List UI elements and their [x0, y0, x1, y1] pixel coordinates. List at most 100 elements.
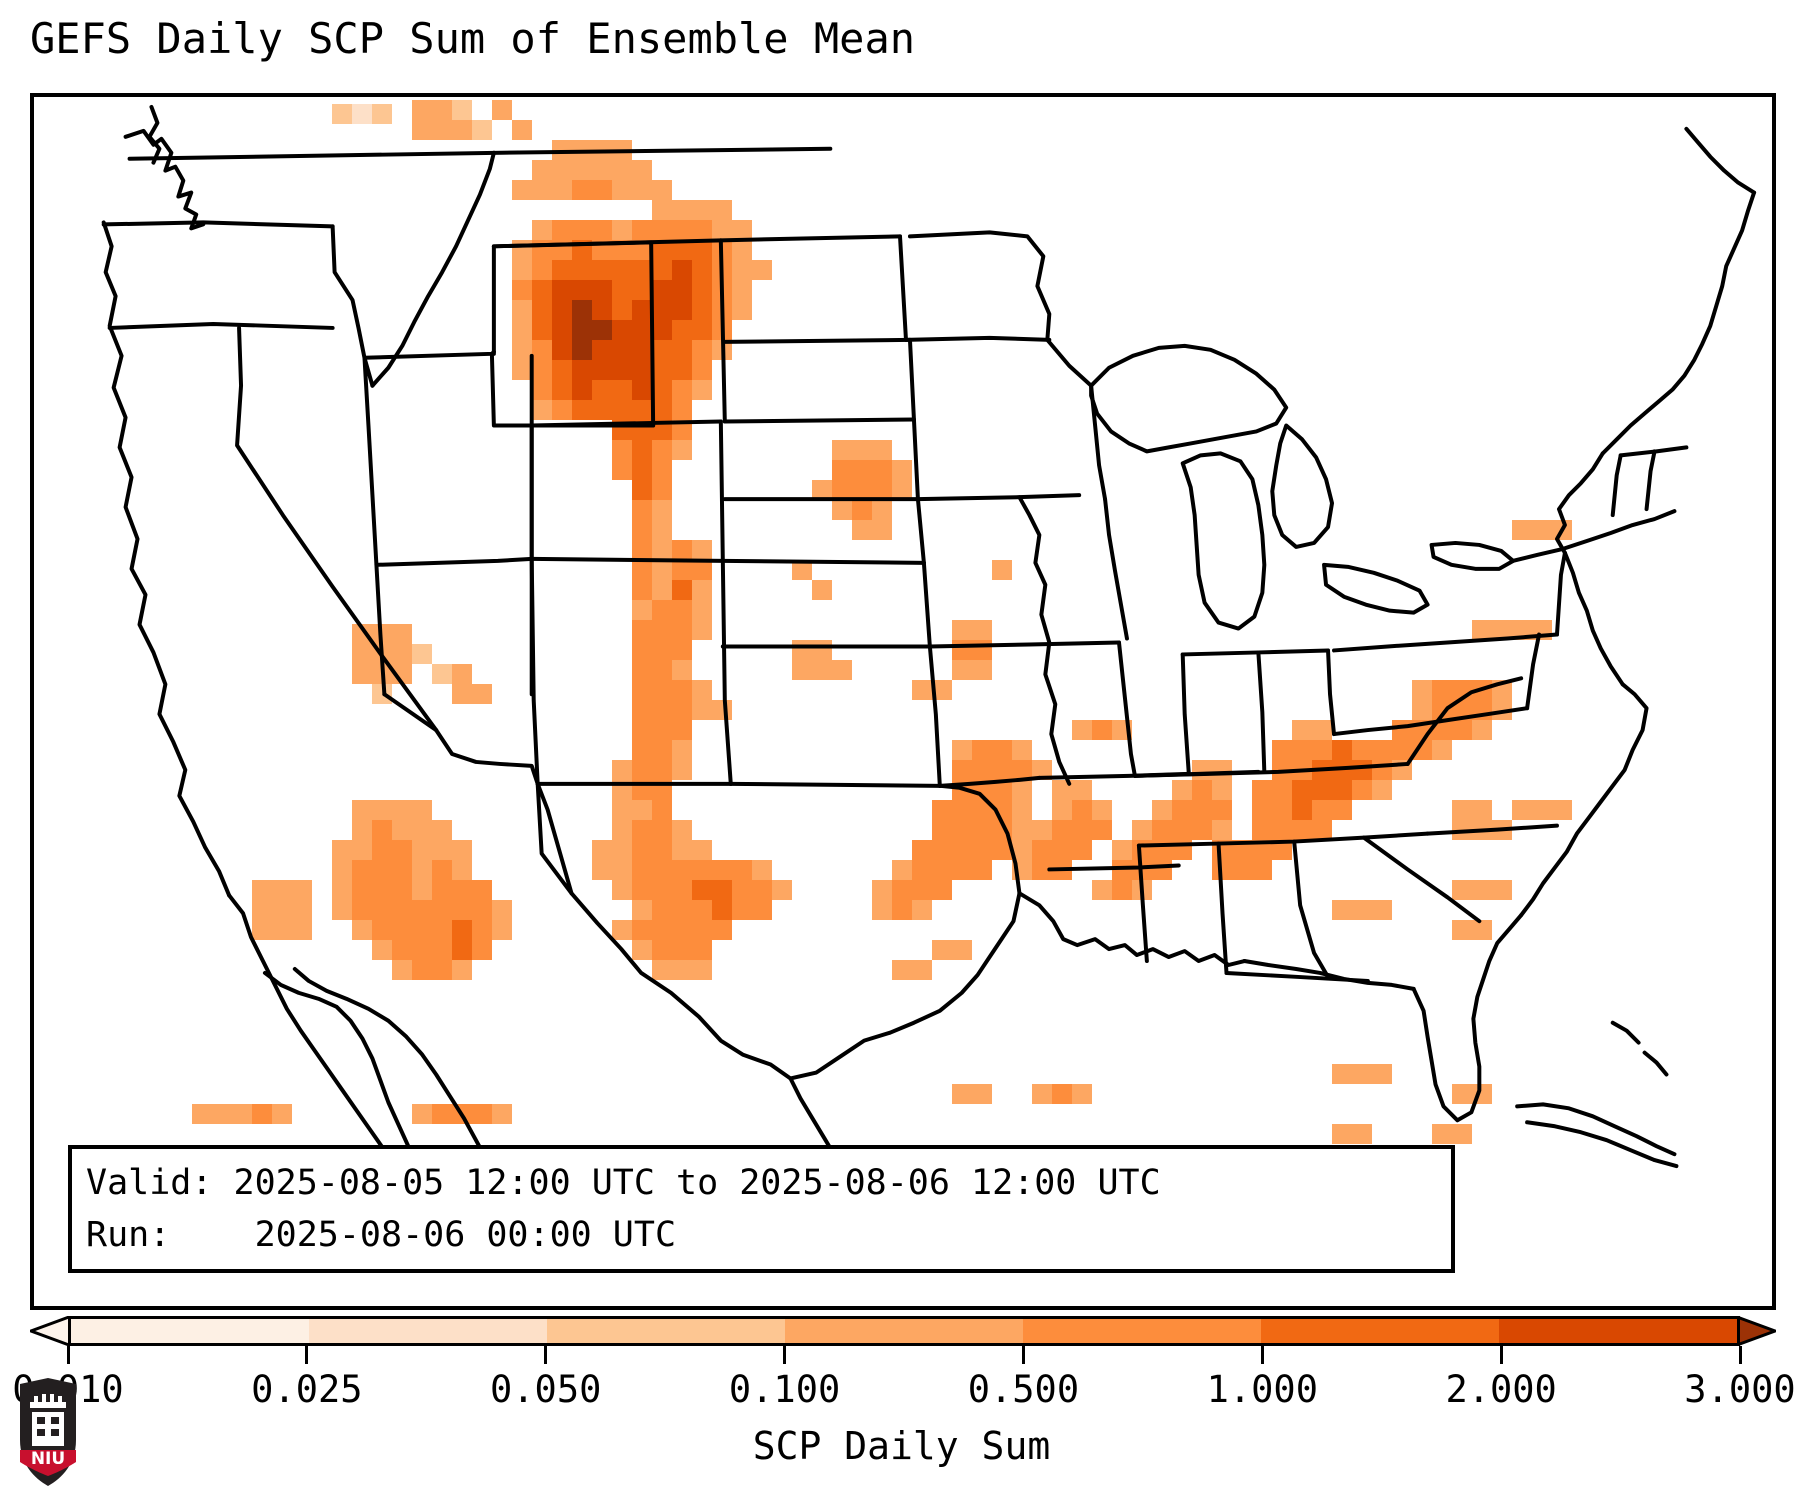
scp-grid-cell: [1432, 740, 1452, 760]
scp-grid-cell: [592, 240, 612, 260]
scp-grid-cell: [632, 720, 652, 740]
scp-grid-cell: [632, 620, 652, 640]
scp-grid-cell: [572, 180, 592, 200]
colorbar-segment-6: [1499, 1319, 1737, 1343]
scp-grid-cell: [272, 1104, 292, 1124]
scp-grid-cell: [652, 220, 672, 240]
scp-grid-cell: [332, 104, 352, 124]
scp-grid-cell: [452, 940, 472, 960]
scp-grid-cell: [692, 240, 712, 260]
scp-grid-cell: [532, 260, 552, 280]
scp-grid-cell: [732, 220, 752, 240]
scp-grid-cell: [532, 400, 552, 420]
scp-grid-cell: [372, 104, 392, 124]
scp-grid-cell: [832, 500, 852, 520]
scp-grid-cell: [632, 280, 652, 300]
scp-grid-cell: [252, 1104, 272, 1124]
scp-grid-cell: [612, 820, 632, 840]
scp-grid-cell: [1452, 800, 1472, 820]
scp-grid-cell: [612, 300, 632, 320]
scp-grid-cell: [732, 880, 752, 900]
scp-grid-cell: [832, 660, 852, 680]
scp-grid-cell: [672, 280, 692, 300]
scp-grid-cell: [1252, 860, 1272, 880]
scp-grid-cell: [692, 880, 712, 900]
scp-grid-cell: [372, 920, 392, 940]
scp-grid-cell: [992, 800, 1012, 820]
scp-grid-cell: [392, 644, 412, 664]
scp-grid-cell: [692, 960, 712, 980]
scp-grid-cell: [612, 400, 632, 420]
scp-grid-cell: [712, 300, 732, 320]
scp-grid-cell: [392, 940, 412, 960]
scp-grid-cell: [1292, 800, 1312, 820]
scp-grid-cell: [992, 760, 1012, 780]
scp-grid-cell: [512, 240, 532, 260]
scp-grid-cell: [692, 600, 712, 620]
scp-grid-cell: [1352, 1124, 1372, 1144]
scp-grid-cell: [1112, 860, 1132, 880]
scp-grid-cell: [672, 680, 692, 700]
scp-grid-cell: [1032, 860, 1052, 880]
info-box: Valid: 2025-08-05 12:00 UTC to 2025-08-0…: [68, 1145, 1455, 1273]
scp-grid-cell: [1312, 800, 1332, 820]
scp-grid-cell: [972, 800, 992, 820]
scp-grid-cell: [1012, 780, 1032, 800]
scp-grid-cell: [1412, 680, 1432, 700]
scp-grid-cell: [672, 860, 692, 880]
scp-grid-cell: [1532, 800, 1552, 820]
scp-grid-cell: [332, 880, 352, 900]
scp-grid-cell: [1072, 840, 1092, 860]
niu-logo: NIU: [20, 1378, 76, 1486]
scp-grid-cell: [632, 640, 652, 660]
scp-grid-cell: [772, 880, 792, 900]
scp-grid-cell: [672, 740, 692, 760]
scp-grid-cell: [1292, 780, 1312, 800]
scp-grid-cell: [672, 920, 692, 940]
scp-grid-cell: [672, 700, 692, 720]
valid-time-text: Valid: 2025-08-05 12:00 UTC to 2025-08-0…: [86, 1163, 1161, 1203]
scp-grid-cell: [432, 120, 452, 140]
scp-grid-cell: [712, 900, 732, 920]
scp-grid-cell: [652, 780, 672, 800]
scp-grid-cell: [1532, 520, 1552, 540]
scp-grid-cell: [552, 400, 572, 420]
scp-grid-cell: [952, 800, 972, 820]
scp-grid-cell: [1072, 780, 1092, 800]
scp-grid-cell: [1172, 800, 1192, 820]
scp-grid-cell: [672, 660, 692, 680]
scp-grid-cell: [372, 644, 392, 664]
scp-grid-cell: [612, 780, 632, 800]
scp-grid-cell: [1012, 740, 1032, 760]
scp-grid-cell: [912, 900, 932, 920]
scp-grid-cell: [1312, 720, 1332, 740]
scp-grid-cell: [692, 300, 712, 320]
scp-grid-cell: [672, 880, 692, 900]
scp-grid-cell: [632, 320, 652, 340]
scp-grid-cell: [412, 860, 432, 880]
scp-grid-cell: [332, 860, 352, 880]
scp-grid-cell: [1012, 760, 1032, 780]
scp-grid-cell: [692, 860, 712, 880]
scp-grid-cell: [752, 860, 772, 880]
scp-grid-cell: [592, 340, 612, 360]
scp-grid-cell: [752, 900, 772, 920]
colorbar-segment-3: [785, 1319, 1023, 1343]
scp-grid-cell: [692, 340, 712, 360]
scp-grid-cell: [352, 104, 372, 124]
scp-grid-cell: [1432, 700, 1452, 720]
scp-grid-cell: [1232, 860, 1252, 880]
scp-grid-cell: [672, 940, 692, 960]
scp-grid-cell: [392, 624, 412, 644]
scp-grid-cell: [1312, 820, 1332, 840]
scp-grid-cell: [712, 320, 732, 340]
scp-grid-cell: [652, 340, 672, 360]
scp-grid-cell: [1052, 840, 1072, 860]
scp-grid-cell: [532, 240, 552, 260]
scp-grid-cell: [392, 840, 412, 860]
scp-grid-cell: [632, 220, 652, 240]
scp-grid-cell: [992, 740, 1012, 760]
scp-grid-cell: [652, 600, 672, 620]
scp-grid-cell: [1192, 800, 1212, 820]
scp-grid-cell: [1452, 920, 1472, 940]
